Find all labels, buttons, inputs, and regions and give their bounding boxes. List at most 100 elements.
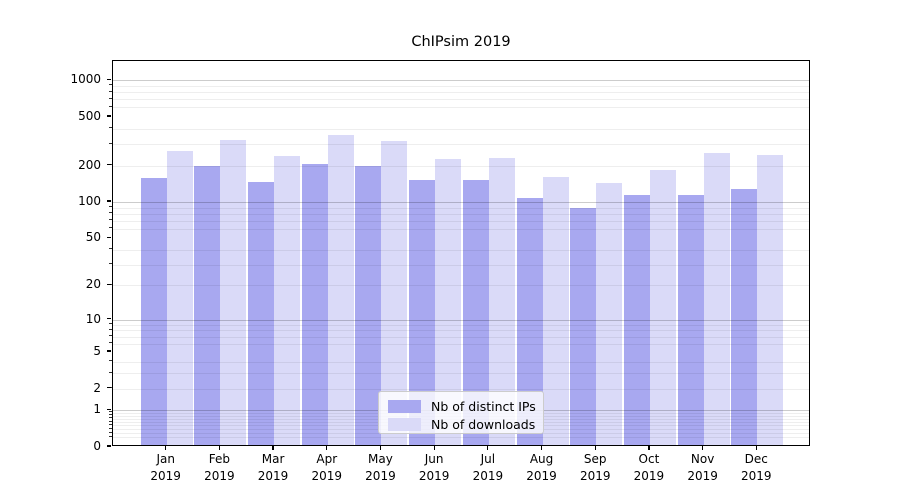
minor-gridline xyxy=(113,285,809,287)
y-minor-tick-mark xyxy=(109,387,112,389)
x-tick-year: 2019 xyxy=(741,469,772,483)
x-tick-label: Aug 2019 xyxy=(512,451,572,485)
x-tick-year: 2019 xyxy=(311,469,343,483)
y-tick-mark xyxy=(107,318,111,320)
bar-distinct-ips xyxy=(677,195,704,445)
x-tick-year: 2019 xyxy=(418,469,450,483)
x-tick-year: 2019 xyxy=(150,469,181,483)
x-tick-month: Dec xyxy=(744,452,768,466)
minor-gridline xyxy=(113,207,809,209)
y-minor-tick-mark xyxy=(109,328,112,330)
bar-distinct-ips xyxy=(623,195,650,445)
y-tick-label: 5 xyxy=(93,343,101,358)
x-tick-month: Apr xyxy=(316,452,338,466)
minor-gridline xyxy=(113,373,809,375)
x-tick-month: Jun xyxy=(424,452,444,466)
x-tick-year: 2019 xyxy=(579,469,611,483)
x-tick-month: Feb xyxy=(208,452,230,466)
y-minor-tick-mark xyxy=(109,335,112,337)
minor-gridline xyxy=(113,249,809,251)
minor-gridline xyxy=(113,264,809,266)
x-tick-label: Jun 2019 xyxy=(404,451,464,485)
bar-downloads xyxy=(757,154,784,445)
x-tick-year: 2019 xyxy=(365,469,396,483)
y-tick-label: 20 xyxy=(85,277,101,292)
x-tick-mark xyxy=(594,446,596,450)
bar-downloads xyxy=(649,170,676,445)
x-tick-label: Oct 2019 xyxy=(619,451,679,485)
x-tick-month: Jul xyxy=(480,452,496,466)
y-tick-mark xyxy=(107,78,111,80)
minor-gridline xyxy=(113,336,809,338)
y-tick-label: 50 xyxy=(85,230,101,245)
y-minor-tick-mark xyxy=(109,414,112,416)
x-tick-month: Nov xyxy=(690,452,715,466)
x-tick-label: Nov 2019 xyxy=(673,451,733,485)
y-minor-tick-mark xyxy=(109,212,112,214)
x-tick-year: 2019 xyxy=(257,469,289,483)
legend: Nb of distinct IPs Nb of downloads xyxy=(378,391,544,434)
y-minor-tick-mark xyxy=(109,142,112,144)
legend-entry: Nb of distinct IPs xyxy=(388,399,536,414)
y-minor-tick-mark xyxy=(109,97,112,99)
minor-gridline xyxy=(113,144,809,146)
y-minor-tick-mark xyxy=(109,219,112,221)
minor-gridline xyxy=(113,165,809,167)
x-tick-label: Mar 2019 xyxy=(243,451,303,485)
chart-title: ChIPsim 2019 xyxy=(411,34,511,50)
x-tick-year: 2019 xyxy=(633,469,665,483)
y-minor-tick-mark xyxy=(109,248,112,250)
x-tick-mark xyxy=(540,446,543,450)
x-tick-label: Apr 2019 xyxy=(297,451,357,485)
y-minor-tick-mark xyxy=(109,127,112,129)
legend-swatch-distinct-ips xyxy=(388,399,421,413)
y-tick-mark xyxy=(107,236,111,238)
y-tick-mark xyxy=(107,115,111,117)
minor-gridline xyxy=(113,99,809,101)
minor-gridline xyxy=(113,388,809,390)
y-tick-mark xyxy=(107,350,111,352)
x-tick-year: 2019 xyxy=(687,469,718,483)
y-minor-tick-mark xyxy=(109,371,112,373)
y-tick-mark xyxy=(107,445,111,447)
y-minor-tick-mark xyxy=(109,105,112,107)
y-minor-tick-mark xyxy=(109,431,112,433)
bar-distinct-ips xyxy=(248,181,275,445)
y-tick-mark xyxy=(107,200,111,202)
bar-downloads xyxy=(274,156,301,445)
bar-distinct-ips xyxy=(570,207,597,445)
x-tick-month: Mar xyxy=(261,452,285,466)
x-tick-month: Oct xyxy=(638,452,660,466)
major-gridline xyxy=(113,80,809,82)
x-tick-label: Dec 2019 xyxy=(726,451,786,485)
y-minor-tick-mark xyxy=(109,206,112,208)
major-gridline xyxy=(113,202,809,204)
y-minor-tick-mark xyxy=(109,424,112,425)
y-minor-tick-mark xyxy=(109,263,112,265)
minor-gridline xyxy=(113,324,809,326)
bar-distinct-ips xyxy=(194,165,221,445)
legend-label: Nb of downloads xyxy=(431,416,536,432)
minor-gridline xyxy=(113,330,809,332)
y-minor-tick-mark xyxy=(109,164,112,165)
x-tick-mark xyxy=(379,446,382,450)
y-minor-tick-mark xyxy=(109,417,112,419)
minor-gridline xyxy=(113,85,809,87)
x-tick-mark xyxy=(218,446,221,450)
legend-entry: Nb of downloads xyxy=(388,416,536,432)
x-tick-mark xyxy=(433,446,435,450)
y-minor-tick-mark xyxy=(109,360,112,362)
y-tick-label: 200 xyxy=(78,157,101,172)
bar-distinct-ips xyxy=(731,189,758,445)
bar-distinct-ips xyxy=(140,178,167,445)
y-tick-label: 100 xyxy=(78,194,101,209)
y-minor-tick-mark xyxy=(109,84,112,86)
plot-area xyxy=(112,60,810,446)
bar-downloads xyxy=(542,176,569,445)
bar-downloads xyxy=(596,183,623,445)
minor-gridline xyxy=(113,343,809,345)
x-tick-year: 2019 xyxy=(472,469,504,483)
minor-gridline xyxy=(113,213,809,215)
x-tick-mark xyxy=(701,446,704,450)
